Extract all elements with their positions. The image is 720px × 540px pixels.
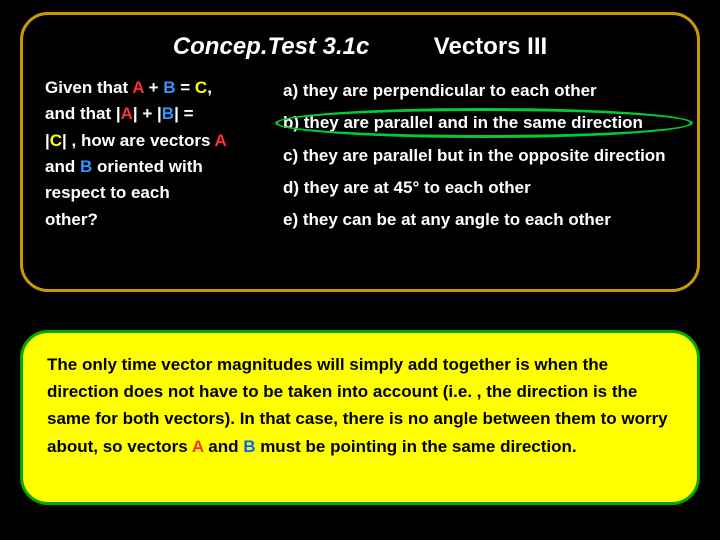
answer-b: b) they are parallel and in the same dir… — [283, 107, 675, 139]
explanation-text: must be pointing in the same direction. — [255, 437, 576, 456]
vector-c: C — [50, 131, 62, 150]
q-text: Given that — [45, 78, 132, 97]
q-text: , how are vectors — [67, 131, 215, 150]
vector-b: B — [243, 437, 255, 456]
answer-b-text: b) they are parallel and in the same dir… — [283, 113, 643, 132]
answer-a: a) they are perpendicular to each other — [283, 75, 675, 107]
q-text: respect to each — [45, 183, 170, 202]
q-text: , — [207, 78, 212, 97]
q-text: other? — [45, 210, 98, 229]
q-text: + — [138, 104, 157, 123]
title-left: Concep.Test 3.1c — [173, 33, 370, 61]
vector-a: A — [215, 131, 227, 150]
answer-d: d) they are at 45° to each other — [283, 172, 675, 204]
q-text: + — [144, 78, 163, 97]
answers-list: a) they are perpendicular to each other … — [283, 75, 675, 236]
q-text: oriented with — [92, 157, 203, 176]
vector-b: B — [80, 157, 92, 176]
vector-a: A — [132, 78, 144, 97]
q-text: and — [45, 157, 80, 176]
q-text: = — [176, 78, 195, 97]
question-panel: Concep.Test 3.1c Vectors III Given that … — [20, 12, 700, 292]
vector-b: B — [162, 104, 174, 123]
title-right: Vectors III — [434, 33, 547, 61]
content-row: Given that A + B = C, and that |A| + |B|… — [45, 75, 675, 236]
explanation-text: and — [204, 437, 244, 456]
explanation-panel: The only time vector magnitudes will sim… — [20, 330, 700, 505]
vector-c: C — [195, 78, 207, 97]
answer-e: e) they can be at any angle to each othe… — [283, 204, 675, 236]
vector-b: B — [163, 78, 175, 97]
title-row: Concep.Test 3.1c Vectors III — [45, 33, 675, 61]
vector-a: A — [192, 437, 204, 456]
answer-c: c) they are parallel but in the opposite… — [283, 140, 675, 172]
question-text: Given that A + B = C, and that |A| + |B|… — [45, 75, 275, 236]
q-text: and that — [45, 104, 116, 123]
q-text: = — [179, 104, 194, 123]
vector-a: A — [121, 104, 133, 123]
